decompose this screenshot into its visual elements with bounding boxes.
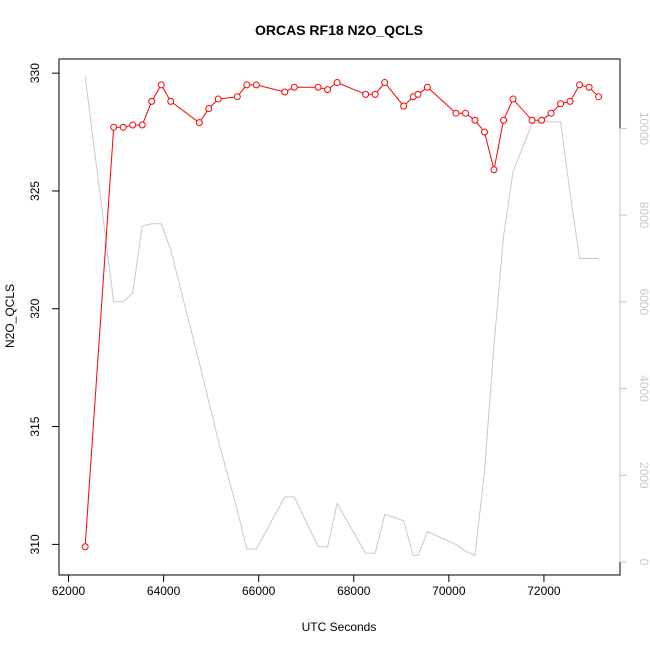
n2o-data-point <box>509 95 517 103</box>
n2o-data-point <box>595 93 603 101</box>
n2o-data-point <box>471 116 479 124</box>
n2o-data-point <box>252 81 260 89</box>
n2o-data-point <box>576 81 584 89</box>
n2o-data-point <box>371 90 379 98</box>
y-axis-label: N2O_QCLS <box>3 284 17 348</box>
y-tick-label: 310 <box>28 534 42 554</box>
x-tick-label: 66000 <box>242 584 276 598</box>
y-tick-label: 320 <box>28 298 42 318</box>
n2o-data-point <box>157 81 165 89</box>
n2o-data-point <box>461 109 469 117</box>
n2o-data-point <box>129 121 137 129</box>
y2-tick-label: 8000 <box>637 202 650 229</box>
n2o-data-point <box>314 83 322 91</box>
x-tick-label: 64000 <box>147 584 181 598</box>
n2o-data-point <box>290 83 298 91</box>
n2o-data-point <box>481 128 489 136</box>
n2o-data-point <box>333 79 341 87</box>
n2o-data-point <box>557 100 565 108</box>
series-layer <box>81 76 603 557</box>
n2o-data-point <box>452 109 460 117</box>
n2o-data-point <box>110 123 118 131</box>
y2-tick-label: 0 <box>637 559 650 566</box>
n2o-data-point <box>138 121 146 129</box>
chart-title: ORCAS RF18 N2O_QCLS <box>255 22 423 38</box>
n2o-data-point <box>414 90 422 98</box>
n2o-data-point <box>119 123 127 131</box>
n2o-data-point <box>585 83 593 91</box>
axes: 62000 64000 66000 68000 70000 72000 310 315 320 3… <box>28 63 650 598</box>
n2o-data-point <box>167 97 175 105</box>
n2o-data-point <box>538 116 546 124</box>
n2o-data-point <box>148 97 156 105</box>
n2o-data-point <box>528 116 536 124</box>
n2o-series-line <box>84 81 599 547</box>
n2o-data-point <box>423 83 431 91</box>
n2o-data-point <box>233 93 241 101</box>
y-tick-label: 325 <box>28 181 42 201</box>
n2o-data-point <box>381 79 389 87</box>
n2o-data-point <box>362 90 370 98</box>
x-tick-label: 68000 <box>337 584 371 598</box>
y2-tick-label: 2000 <box>637 462 650 489</box>
y-tick-label: 315 <box>28 416 42 436</box>
y2-tick-label: 10000 <box>637 112 650 146</box>
n2o-data-point <box>214 95 222 103</box>
n2o-data-point <box>547 109 555 117</box>
n2o-data-point <box>243 81 251 89</box>
plot-frame <box>58 58 621 576</box>
n2o-data-point <box>500 116 508 124</box>
n2o-data-point <box>324 86 332 94</box>
x-tick-label: 62000 <box>52 584 86 598</box>
y-tick-label: 330 <box>28 63 42 83</box>
x-tick-label: 70000 <box>432 584 466 598</box>
n2o-data-point <box>81 543 89 551</box>
n2o-data-point <box>205 104 213 112</box>
altitude-series-line <box>84 76 599 557</box>
n2o-data-point <box>400 102 408 110</box>
y2-tick-label: 6000 <box>637 288 650 315</box>
n2o-data-point <box>195 119 203 127</box>
n2o-data-point <box>281 88 289 96</box>
y2-tick-label: 4000 <box>637 375 650 402</box>
x-tick-label: 72000 <box>527 584 561 598</box>
x-axis-label: UTC Seconds <box>302 620 377 634</box>
n2o-data-point <box>566 97 574 105</box>
n2o-data-point <box>490 166 498 174</box>
